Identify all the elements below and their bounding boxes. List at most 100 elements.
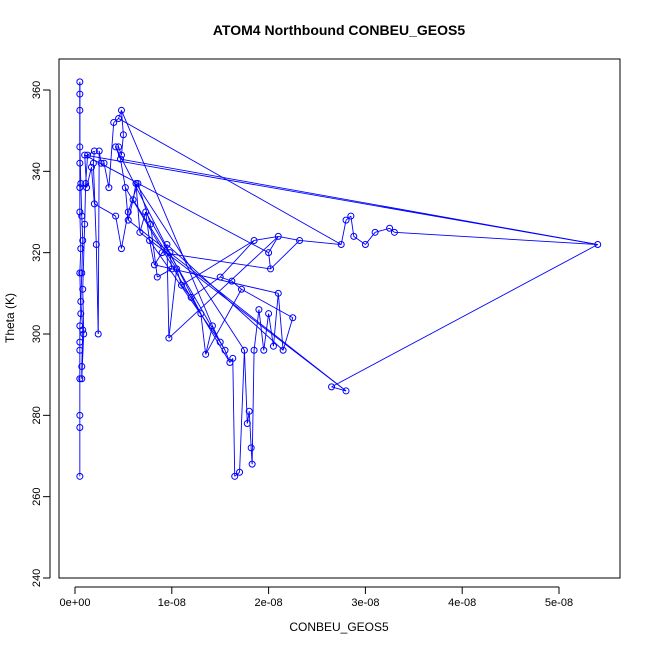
series-segment xyxy=(241,288,294,319)
x-tick-label: 2e-08 xyxy=(255,597,283,609)
data-point xyxy=(132,180,140,188)
series-segment xyxy=(80,272,83,302)
data-point xyxy=(78,269,86,277)
data-point xyxy=(84,151,92,159)
series-segment xyxy=(243,350,248,424)
series-segment xyxy=(103,163,110,188)
data-point xyxy=(77,180,85,188)
data-point xyxy=(248,460,256,468)
data-point xyxy=(76,424,84,432)
data-point xyxy=(117,245,125,253)
x-tick-label: 0e+00 xyxy=(60,597,91,609)
series-segment xyxy=(87,150,95,156)
y-tick-label: 240 xyxy=(31,569,43,587)
series-lines xyxy=(79,81,598,477)
series-segment xyxy=(139,211,147,233)
data-point xyxy=(76,143,84,151)
data-point xyxy=(79,236,87,244)
series-segment xyxy=(108,122,115,188)
data-point xyxy=(95,147,103,155)
data-point xyxy=(260,346,268,354)
data-point xyxy=(121,184,129,192)
data-point xyxy=(147,220,155,228)
data-point xyxy=(92,241,100,249)
y-tick-label: 300 xyxy=(31,325,43,343)
data-point xyxy=(124,208,132,216)
data-point xyxy=(390,228,398,236)
data-point xyxy=(78,212,86,220)
series-segment xyxy=(299,240,342,245)
series-segment xyxy=(124,187,231,363)
data-point xyxy=(105,184,113,192)
data-point xyxy=(115,114,123,122)
data-point xyxy=(166,249,174,257)
data-point xyxy=(208,322,216,330)
data-point xyxy=(245,407,253,415)
series-segment xyxy=(162,252,271,270)
series-segment xyxy=(248,411,252,448)
data-point xyxy=(116,155,124,163)
data-point xyxy=(77,245,85,253)
data-point xyxy=(386,224,394,232)
data-point xyxy=(76,90,84,98)
data-point xyxy=(77,310,85,318)
data-point xyxy=(97,159,105,167)
data-point xyxy=(342,387,350,395)
y-tick-label: 260 xyxy=(31,487,43,505)
y-tick-label: 320 xyxy=(31,243,43,261)
data-point xyxy=(87,163,95,171)
series-segment xyxy=(353,236,366,245)
series-segment xyxy=(118,146,122,156)
series-segment xyxy=(331,244,598,388)
data-point xyxy=(124,216,132,224)
data-point xyxy=(78,363,86,371)
series-segment xyxy=(84,155,88,188)
data-point xyxy=(76,106,84,114)
data-point xyxy=(202,350,210,358)
data-point xyxy=(216,273,224,281)
data-point xyxy=(115,143,123,151)
data-point xyxy=(78,375,86,383)
series-segment xyxy=(374,227,390,233)
y-axis: 240 260 280 300 320 340 360 xyxy=(31,81,51,587)
data-point xyxy=(158,249,166,257)
plot-area xyxy=(58,58,621,579)
series-segment xyxy=(91,167,95,204)
data-point xyxy=(79,285,87,293)
series-segment xyxy=(200,313,207,355)
data-point xyxy=(221,346,229,354)
series-segment xyxy=(394,231,598,245)
data-point xyxy=(142,208,150,216)
data-point xyxy=(361,241,369,249)
data-point xyxy=(79,326,87,334)
series-segment xyxy=(79,146,82,184)
data-point xyxy=(289,314,297,322)
data-point xyxy=(76,411,84,419)
data-point xyxy=(76,269,84,277)
x-axis: 0e+00 1e-08 2e-08 3e-08 4e-08 5e-08 xyxy=(60,586,573,609)
series-segment xyxy=(79,313,82,326)
data-point xyxy=(347,212,355,220)
series-segment xyxy=(239,350,245,473)
x-axis-label: CONBEU_GEOS5 xyxy=(289,620,389,634)
data-point xyxy=(76,78,84,86)
series-segment xyxy=(229,358,234,363)
series-segment xyxy=(118,110,122,119)
data-point xyxy=(265,310,273,318)
data-point xyxy=(83,184,91,192)
series-segment xyxy=(79,272,82,314)
series-segment xyxy=(118,118,342,245)
data-point xyxy=(240,346,248,354)
data-point xyxy=(328,383,336,391)
data-point xyxy=(237,285,245,293)
series-segment xyxy=(254,235,279,241)
data-point xyxy=(269,342,277,350)
series-segment xyxy=(168,268,178,339)
data-point xyxy=(136,228,144,236)
data-point xyxy=(296,236,304,244)
data-point xyxy=(81,151,89,159)
series-segment xyxy=(190,276,221,298)
series-segment xyxy=(149,240,221,343)
series-segment xyxy=(331,386,347,392)
